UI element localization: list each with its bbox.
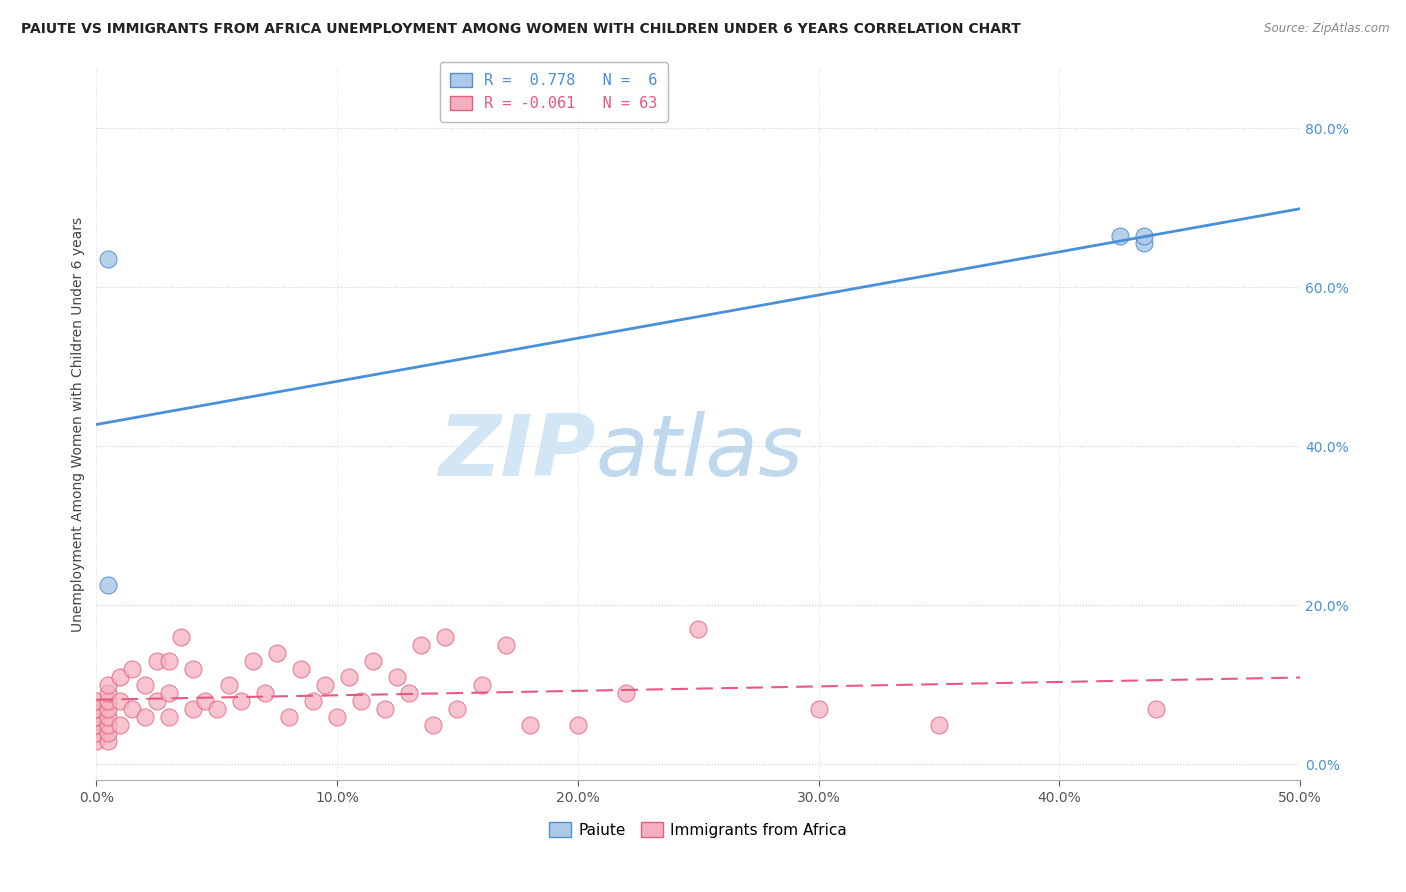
- Point: [614, 686, 637, 700]
- Point: [290, 662, 312, 676]
- Point: [86, 733, 108, 747]
- Point: [350, 694, 373, 708]
- Point: [807, 702, 830, 716]
- Point: [97, 733, 120, 747]
- Y-axis label: Unemployment Among Women with Children Under 6 years: Unemployment Among Women with Children U…: [72, 217, 86, 632]
- Point: [97, 702, 120, 716]
- Point: [326, 709, 349, 723]
- Point: [86, 702, 108, 716]
- Point: [194, 694, 217, 708]
- Point: [1132, 228, 1154, 243]
- Point: [218, 678, 240, 692]
- Point: [86, 717, 108, 731]
- Text: ZIP: ZIP: [439, 411, 596, 494]
- Text: Source: ZipAtlas.com: Source: ZipAtlas.com: [1264, 22, 1389, 36]
- Point: [145, 694, 167, 708]
- Point: [337, 670, 360, 684]
- Point: [205, 702, 228, 716]
- Point: [97, 717, 120, 731]
- Text: PAIUTE VS IMMIGRANTS FROM AFRICA UNEMPLOYMENT AMONG WOMEN WITH CHILDREN UNDER 6 : PAIUTE VS IMMIGRANTS FROM AFRICA UNEMPLO…: [21, 22, 1021, 37]
- Legend: Paiute, Immigrants from Africa: Paiute, Immigrants from Africa: [543, 816, 853, 844]
- Point: [110, 717, 132, 731]
- Point: [928, 717, 950, 731]
- Point: [157, 709, 180, 723]
- Point: [86, 725, 108, 739]
- Point: [411, 638, 433, 652]
- Point: [387, 670, 409, 684]
- Point: [86, 709, 108, 723]
- Point: [470, 678, 492, 692]
- Point: [86, 717, 108, 731]
- Point: [278, 709, 301, 723]
- Point: [97, 694, 120, 708]
- Point: [134, 678, 156, 692]
- Text: atlas: atlas: [596, 411, 804, 494]
- Point: [97, 725, 120, 739]
- Point: [110, 670, 132, 684]
- Point: [398, 686, 420, 700]
- Point: [145, 654, 167, 668]
- Point: [86, 694, 108, 708]
- Point: [434, 630, 457, 644]
- Point: [97, 709, 120, 723]
- Point: [86, 702, 108, 716]
- Point: [121, 662, 143, 676]
- Point: [121, 702, 143, 716]
- Point: [519, 717, 541, 731]
- Point: [157, 686, 180, 700]
- Point: [97, 252, 120, 267]
- Point: [229, 694, 252, 708]
- Point: [97, 578, 120, 592]
- Point: [134, 709, 156, 723]
- Point: [1132, 236, 1154, 251]
- Point: [242, 654, 264, 668]
- Point: [110, 694, 132, 708]
- Point: [253, 686, 276, 700]
- Point: [688, 622, 710, 636]
- Point: [181, 702, 204, 716]
- Point: [446, 702, 468, 716]
- Point: [314, 678, 336, 692]
- Point: [97, 678, 120, 692]
- Point: [361, 654, 384, 668]
- Point: [97, 686, 120, 700]
- Point: [567, 717, 589, 731]
- Point: [1108, 228, 1130, 243]
- Point: [422, 717, 444, 731]
- Point: [181, 662, 204, 676]
- Point: [169, 630, 191, 644]
- Point: [266, 646, 288, 660]
- Point: [374, 702, 396, 716]
- Point: [302, 694, 325, 708]
- Point: [495, 638, 517, 652]
- Point: [1144, 702, 1167, 716]
- Point: [86, 709, 108, 723]
- Point: [157, 654, 180, 668]
